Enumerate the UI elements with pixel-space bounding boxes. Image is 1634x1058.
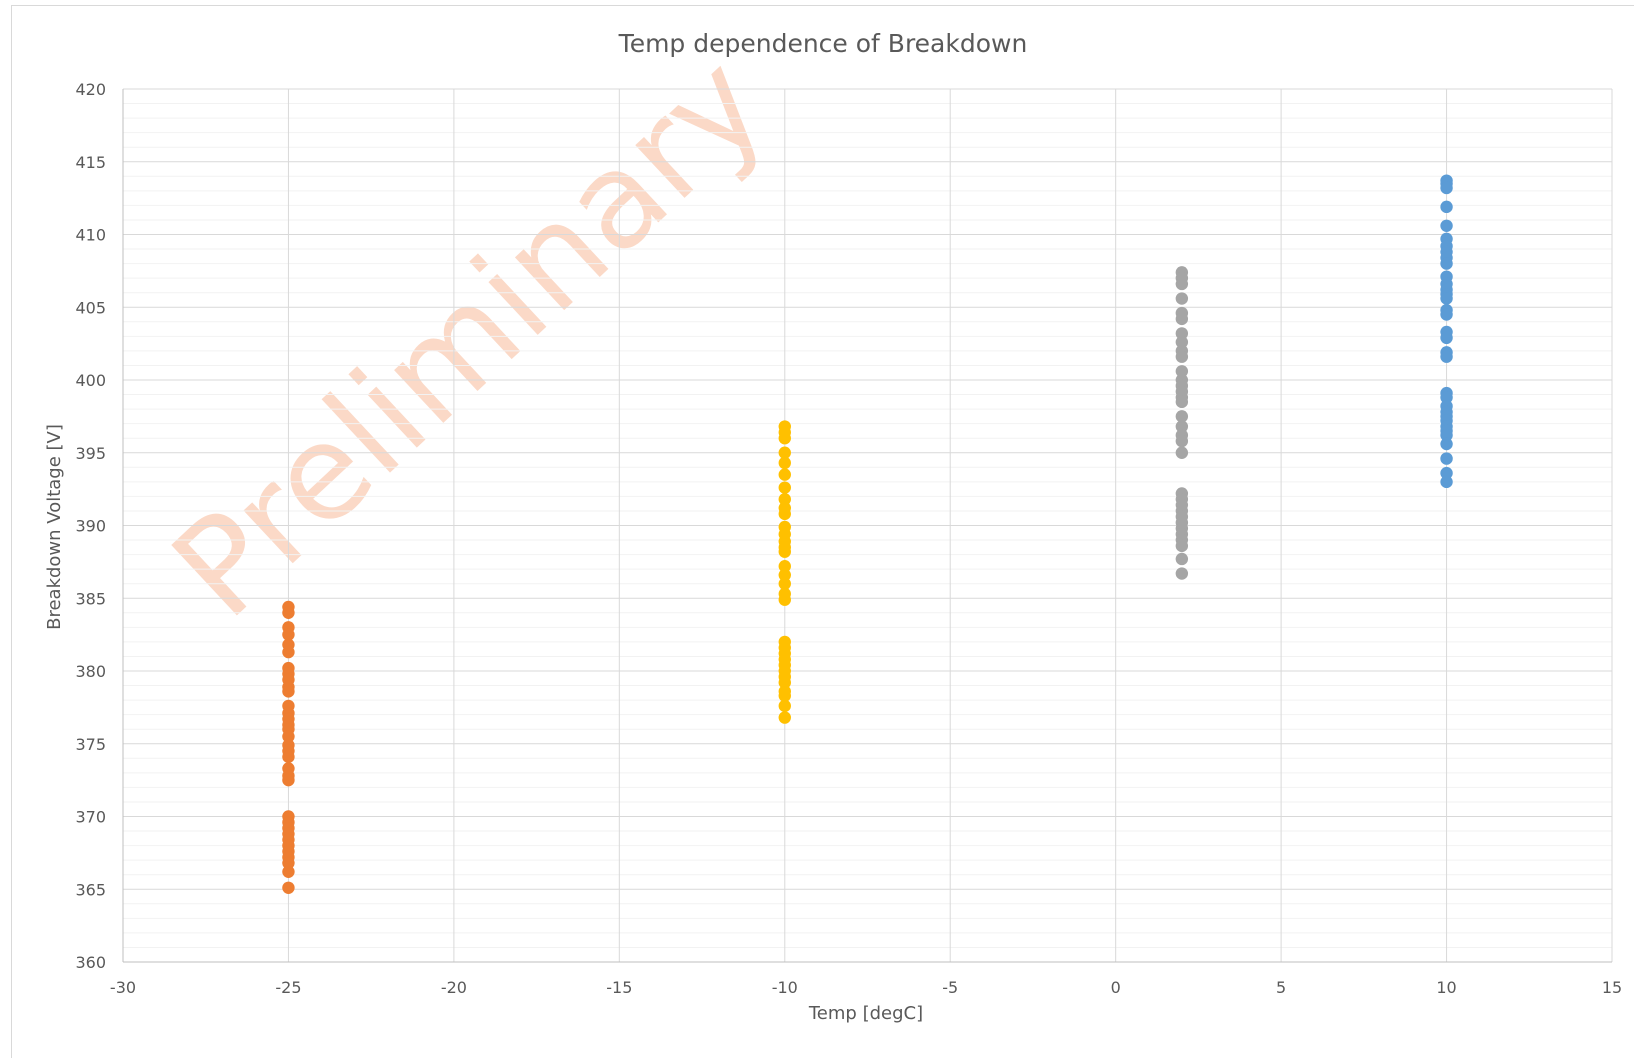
data-point xyxy=(282,881,295,894)
data-point xyxy=(282,750,295,764)
data-point xyxy=(1175,335,1189,349)
data-point xyxy=(1175,410,1189,423)
data-point xyxy=(778,676,791,689)
data-point xyxy=(1440,466,1453,480)
data-point xyxy=(1440,452,1453,465)
data-point xyxy=(1175,539,1189,553)
data-point xyxy=(1440,429,1453,442)
data-point xyxy=(1175,350,1189,363)
y-tick-label: 365 xyxy=(75,880,106,899)
data-point xyxy=(778,699,791,713)
x-tick-label: 0 xyxy=(1111,978,1121,997)
data-point xyxy=(778,711,791,724)
data-point xyxy=(1440,331,1453,345)
data-point xyxy=(1440,200,1453,214)
data-point xyxy=(1175,395,1189,409)
y-tick-label: 395 xyxy=(75,444,106,463)
data-point xyxy=(778,507,791,521)
data-point xyxy=(778,456,791,470)
data-point xyxy=(282,645,295,659)
data-point xyxy=(778,545,791,558)
data-point xyxy=(1440,257,1453,270)
x-tick-label: -15 xyxy=(606,978,632,997)
data-point xyxy=(1440,292,1453,305)
x-tick-label: -5 xyxy=(942,978,958,997)
data-point xyxy=(1175,567,1189,580)
data-point xyxy=(1175,446,1189,459)
data-point xyxy=(282,628,295,641)
data-point xyxy=(282,606,295,619)
data-point xyxy=(282,856,295,870)
data-point xyxy=(1440,475,1453,489)
data-point xyxy=(282,730,295,743)
data-point xyxy=(1175,365,1189,378)
data-points xyxy=(282,174,1453,894)
data-point xyxy=(1440,391,1453,404)
data-point xyxy=(1175,312,1189,326)
y-tick-label: 375 xyxy=(75,735,106,754)
data-point xyxy=(778,577,791,590)
y-tick-label: 400 xyxy=(75,371,106,390)
y-tick-label: 405 xyxy=(75,298,106,317)
data-point xyxy=(778,568,791,582)
axes: 360 365 370 375 380 385 390 395 400 405 410 415 420 -… xyxy=(75,80,1622,997)
data-point xyxy=(1175,434,1189,448)
y-tick-label: 415 xyxy=(75,153,106,172)
chart-title: Temp dependence of Breakdown xyxy=(618,29,1028,58)
data-point xyxy=(778,481,791,494)
y-tick-label: 390 xyxy=(75,517,106,536)
data-point xyxy=(778,493,791,506)
data-point xyxy=(1440,219,1453,232)
y-tick-label: 410 xyxy=(75,226,106,245)
data-point xyxy=(282,773,295,787)
data-point xyxy=(282,865,295,878)
data-point xyxy=(1440,350,1453,363)
gridlines xyxy=(122,88,1613,963)
y-axis-title: Breakdown Voltage [V] xyxy=(44,424,65,630)
data-point xyxy=(778,432,791,445)
data-point xyxy=(1175,420,1189,433)
data-point xyxy=(1175,277,1189,291)
data-point xyxy=(1175,292,1189,305)
x-tick-label: 5 xyxy=(1276,978,1286,997)
data-point xyxy=(778,689,791,702)
y-tick-label: 380 xyxy=(75,662,106,681)
x-tick-label: -10 xyxy=(772,978,798,997)
data-point xyxy=(778,593,791,606)
data-point xyxy=(778,446,791,459)
y-tick-label: 385 xyxy=(75,589,106,608)
x-tick-label: 15 xyxy=(1602,978,1622,997)
x-tick-label: 10 xyxy=(1436,978,1456,997)
data-point xyxy=(1440,308,1453,321)
y-tick-label: 420 xyxy=(75,80,106,99)
x-tick-label: -30 xyxy=(110,978,136,997)
data-point xyxy=(1440,437,1453,451)
data-point xyxy=(1175,327,1189,340)
data-point xyxy=(778,560,791,573)
x-tick-label: -25 xyxy=(275,978,301,997)
chart-area xyxy=(11,5,1634,1058)
y-tick-label: 360 xyxy=(75,953,106,972)
x-axis-title: Temp [degC] xyxy=(808,1003,923,1024)
y-tick-label: 370 xyxy=(75,808,106,827)
data-point xyxy=(1440,181,1453,195)
data-point xyxy=(1175,552,1189,566)
x-tick-label: -20 xyxy=(441,978,467,997)
data-point xyxy=(778,468,791,481)
data-point xyxy=(282,685,295,698)
